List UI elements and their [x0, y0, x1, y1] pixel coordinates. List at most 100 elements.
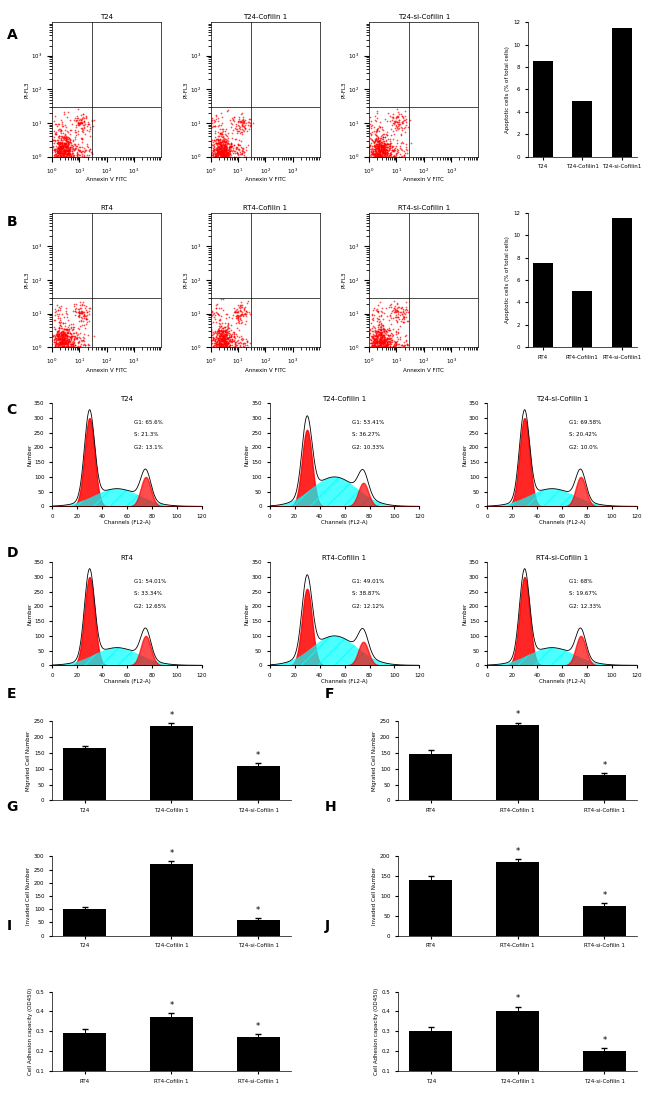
Point [218, 160, 229, 178]
Text: *: * [169, 711, 174, 720]
Point [67, 341, 77, 359]
Point [365, 113, 376, 130]
Point [203, 338, 213, 355]
Point [53, 141, 64, 159]
Point [52, 342, 62, 360]
Point [79, 148, 89, 166]
Point [389, 149, 400, 167]
Point [214, 349, 224, 367]
Point [226, 328, 236, 346]
Point [380, 330, 391, 348]
Point [237, 110, 248, 128]
Point [370, 142, 381, 160]
Point [218, 144, 228, 161]
Point [238, 140, 248, 158]
Point [57, 340, 68, 358]
Point [219, 329, 229, 347]
Point [366, 135, 376, 152]
Point [387, 139, 398, 157]
Point [59, 331, 70, 349]
Point [370, 130, 381, 148]
Point [395, 149, 405, 167]
Point [378, 144, 389, 161]
Point [64, 340, 75, 358]
Point [78, 348, 88, 365]
Point [376, 155, 386, 172]
Point [211, 333, 221, 351]
Point [237, 117, 247, 135]
Point [237, 142, 247, 160]
Point [368, 327, 378, 344]
Point [365, 136, 375, 153]
Point [229, 336, 240, 353]
Point [372, 331, 383, 349]
Point [205, 297, 215, 315]
Point [379, 343, 389, 361]
Point [376, 142, 386, 160]
Point [214, 146, 225, 163]
Point [376, 140, 386, 158]
Point [60, 331, 70, 349]
Point [79, 316, 89, 333]
Point [69, 297, 79, 315]
Point [58, 344, 69, 362]
Point [53, 319, 64, 337]
Point [55, 333, 66, 351]
Point [223, 314, 233, 331]
Point [237, 142, 248, 160]
Point [64, 155, 74, 172]
Point [59, 144, 70, 161]
Point [56, 139, 66, 157]
Point [75, 294, 85, 311]
Point [222, 330, 232, 348]
Point [57, 323, 68, 341]
Point [64, 134, 74, 151]
Point [230, 342, 240, 360]
Point [367, 131, 377, 149]
Point [382, 151, 392, 169]
Point [229, 339, 239, 357]
Point [218, 153, 228, 171]
Point [235, 307, 246, 325]
Point [79, 299, 90, 317]
Point [378, 342, 389, 360]
Point [381, 144, 391, 161]
Point [391, 335, 401, 352]
Point [58, 338, 69, 355]
Point [403, 312, 413, 330]
Point [369, 146, 380, 163]
Point [239, 339, 249, 357]
Point [63, 138, 73, 156]
Point [77, 114, 87, 131]
Point [211, 341, 222, 359]
Point [58, 346, 68, 363]
Point [375, 156, 385, 173]
Point [200, 144, 211, 161]
Point [378, 136, 388, 153]
Point [58, 141, 69, 159]
Point [367, 338, 377, 355]
Point [226, 327, 236, 344]
Point [75, 114, 85, 131]
Point [53, 329, 64, 347]
Point [54, 140, 64, 158]
Point [368, 329, 378, 347]
Point [389, 299, 399, 317]
Point [400, 103, 410, 120]
Point [373, 333, 384, 351]
Point [59, 149, 70, 167]
Point [389, 141, 400, 159]
Point [218, 330, 228, 348]
Point [222, 153, 233, 171]
Point [60, 327, 70, 344]
Point [213, 156, 224, 173]
Point [235, 306, 246, 323]
Point [244, 114, 254, 131]
Point [52, 306, 62, 323]
Point [210, 343, 220, 361]
Point [62, 148, 72, 166]
Point [53, 140, 64, 158]
Point [58, 327, 69, 344]
Point [57, 333, 67, 351]
Point [221, 327, 231, 344]
